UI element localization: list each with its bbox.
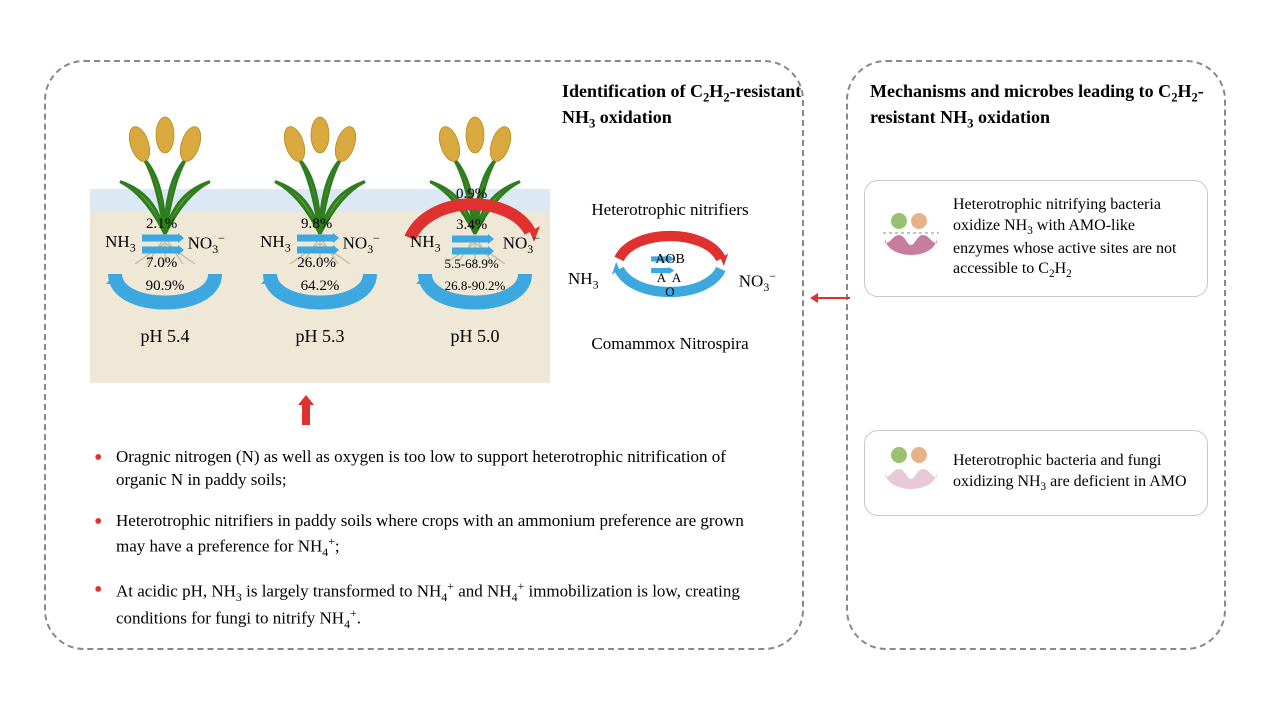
right-panel (846, 60, 1226, 650)
nh3-label: NH3 (410, 232, 441, 255)
soil-diagram: 0.9% NH3 2.1% 7.0% NO3− 90.9% pH 5.4 NH3 (90, 104, 550, 384)
mechanism-text: Heterotrophic nitrifying bacteria oxidiz… (953, 195, 1193, 282)
o-label: O (560, 284, 780, 300)
hetero-label: Heterotrophic nitrifiers (560, 200, 780, 220)
enzyme-icon-faded (879, 445, 943, 501)
mechanisms-title: Mechanisms and microbes leading to C2H2-… (870, 80, 1210, 132)
identification-title: Identification of C2H2-resistant NH3 oxi… (562, 80, 802, 133)
ph-label: pH 5.4 (90, 326, 240, 347)
top-pct: 2.1% (146, 217, 177, 232)
nh3-label: NH3 (260, 232, 291, 255)
mechanism-box-1: Heterotrophic nitrifying bacteria oxidiz… (864, 180, 1208, 297)
bullet-item: Oragnic nitrogen (N) as well as oxygen i… (90, 446, 760, 492)
bullets: Oragnic nitrogen (N) as well as oxygen i… (90, 446, 760, 650)
reaction-col-2: NH3 9.8% 26.0% NO3− 64.2% pH 5.3 (245, 224, 395, 384)
comammox-label: Comammox Nitrospira (560, 334, 780, 354)
reaction-col-1: NH3 2.1% 7.0% NO3− 90.9% pH 5.4 (90, 224, 240, 384)
no3-label: NO3− (188, 231, 225, 257)
red-arc-pct: 0.9% (456, 186, 487, 203)
up-arrow-icon (295, 395, 317, 432)
reaction-col-3: NH3 3.4% 5.5-68.9% NO3− 26.8-90.2% pH 5.… (400, 224, 550, 384)
mechanism-box-2: Heterotrophic bacteria and fungi oxidizi… (864, 430, 1208, 516)
aob-label: AOB (560, 252, 780, 268)
nitrifier-cycle: Heterotrophic nitrifiers NH3 NO3− AOB A … (560, 200, 780, 370)
bullet-item: Heterotrophic nitrifiers in paddy soils … (90, 510, 760, 560)
ph-label: pH 5.3 (245, 326, 395, 347)
bullet-item: At acidic pH, NH3 is largely transformed… (90, 578, 760, 632)
nh3-label: NH3 (105, 232, 136, 255)
top-pct: 9.8% (301, 217, 332, 232)
mechanism-text: Heterotrophic bacteria and fungi oxidizi… (953, 451, 1193, 495)
ph-label: pH 5.0 (400, 326, 550, 347)
enzyme-icon (879, 211, 943, 267)
cycle-arrow: 90.9% (90, 268, 240, 324)
cycle-pct: 64.2% (245, 278, 395, 295)
top-pct: 3.4% (456, 218, 487, 233)
no3-label: NO3− (503, 231, 540, 257)
connector-arrow-icon (810, 288, 850, 311)
cycle-pct: 90.9% (90, 278, 240, 295)
cycle-pct: 26.8-90.2% (400, 278, 550, 294)
no3-label: NO3− (343, 231, 380, 257)
arrow-stack: 2.1% 7.0% (140, 217, 184, 271)
